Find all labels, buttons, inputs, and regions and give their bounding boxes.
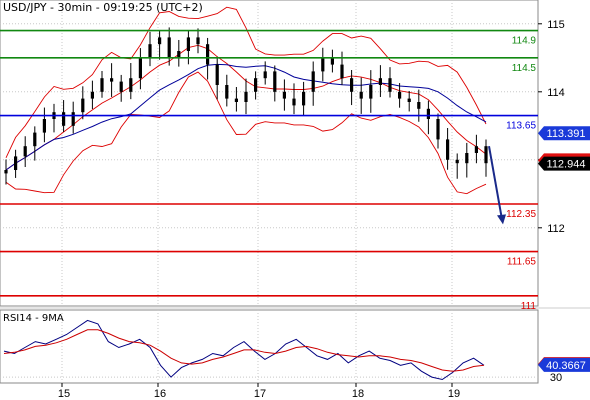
price-bar-body <box>206 44 210 65</box>
price-bar-body <box>388 78 392 92</box>
rsi-tag-label: 40.3667 <box>546 360 586 372</box>
price-bar-body <box>14 156 18 170</box>
x-tick-label: 15 <box>58 388 70 400</box>
price-bar-body <box>398 91 402 99</box>
price-bar-body <box>62 112 66 126</box>
bollinger-lower-band <box>5 71 487 195</box>
forecast-arrow-head <box>497 214 506 225</box>
price-tag-label: 113.391 <box>547 128 586 140</box>
price-bar-body <box>311 71 315 92</box>
price-bar-body <box>244 91 248 102</box>
x-tick-label: 17 <box>254 388 266 400</box>
level-label: 114.5 <box>512 63 537 74</box>
price-bar-body <box>340 64 344 79</box>
y-tick-label: 112 <box>547 223 565 235</box>
price-bar-body <box>234 98 238 102</box>
price-bar-body <box>90 91 94 99</box>
price-bar-body <box>81 98 85 113</box>
price-bar-body <box>282 91 286 99</box>
price-bar-body <box>215 64 219 85</box>
x-tick-label: 18 <box>352 388 364 400</box>
rsi-plot-area <box>0 309 539 384</box>
price-bar-body <box>426 108 430 119</box>
level-label: 113.65 <box>506 121 536 132</box>
price-bar-body <box>369 85 373 99</box>
price-bar-body <box>119 81 123 92</box>
price-bar-body <box>71 112 75 126</box>
price-bar-body <box>254 78 258 92</box>
bollinger-upper-band <box>5 6 487 158</box>
level-label: 111 <box>521 301 537 312</box>
price-bar-body <box>446 139 450 160</box>
price-bar-body <box>177 51 181 58</box>
level-label: 111.65 <box>507 257 537 268</box>
x-tick-label: 16 <box>154 388 166 400</box>
price-bar-body <box>465 153 469 164</box>
price-bar-body <box>148 44 152 58</box>
price-bar-body <box>186 37 190 51</box>
price-bar-body <box>321 57 325 72</box>
price-bar-body <box>407 98 411 102</box>
y-tick-label: 115 <box>547 19 565 31</box>
price-bar-body <box>484 146 488 164</box>
price-bar-body <box>263 71 267 79</box>
price-bar-body <box>330 57 334 65</box>
price-tag-box <box>538 156 590 171</box>
price-tag-label: 112.944 <box>547 159 586 171</box>
moving-average-line <box>5 63 487 171</box>
price-bar-body <box>225 85 229 99</box>
price-bar-body <box>350 78 354 92</box>
rsi-ma-line <box>3 329 485 372</box>
forecast-arrow-shaft <box>488 146 503 220</box>
level-label: 112.35 <box>506 209 536 220</box>
rsi-tick-label: 30 <box>550 372 562 384</box>
price-tag-box <box>538 126 590 141</box>
price-bar-body <box>292 98 296 106</box>
rsi-tag-box <box>538 357 590 372</box>
price-bar-body <box>129 78 133 92</box>
price-bar-body <box>417 102 421 109</box>
price-bar-body <box>23 146 27 157</box>
x-tick-label: 19 <box>448 388 460 400</box>
rsi-line <box>3 319 485 381</box>
price-bar-body <box>378 78 382 85</box>
rsi-title: RSI14 - 9MA <box>3 313 64 324</box>
price-bar-body <box>167 37 171 58</box>
price-bar-body <box>196 37 200 45</box>
price-bar-body <box>474 146 478 153</box>
y-tick-label: 114 <box>547 87 565 99</box>
price-bar-body <box>158 37 162 45</box>
chart-title: USD/JPY - 30min - 09:19:25 (UTC+2) <box>3 1 203 14</box>
price-bar-body <box>455 159 459 164</box>
price-bar-body <box>4 170 8 174</box>
price-bar-body <box>100 78 104 92</box>
price-bar-body <box>33 132 37 147</box>
price-bar-body <box>359 91 363 99</box>
level-label: 114.9 <box>512 36 537 47</box>
price-bar-body <box>42 119 46 133</box>
price-bar-body <box>302 91 306 106</box>
price-bar-body <box>436 119 440 140</box>
price-bar-body <box>138 57 142 79</box>
price-bar-body <box>110 78 114 82</box>
price-bar-body <box>273 71 277 92</box>
